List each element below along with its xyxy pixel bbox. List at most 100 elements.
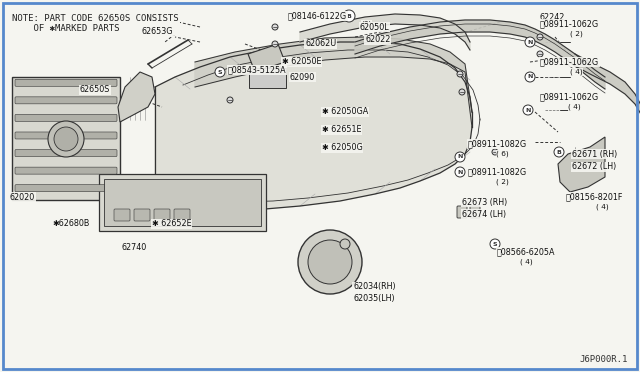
- Circle shape: [526, 73, 534, 81]
- Text: Ⓠ08566-6205A: Ⓠ08566-6205A: [497, 247, 556, 257]
- Polygon shape: [355, 20, 605, 89]
- FancyBboxPatch shape: [154, 209, 170, 221]
- Text: 62674 (LH): 62674 (LH): [462, 209, 506, 218]
- Polygon shape: [300, 14, 470, 50]
- Text: S: S: [218, 70, 222, 74]
- Text: 62020: 62020: [10, 192, 35, 202]
- Circle shape: [215, 67, 225, 77]
- Text: 62062U: 62062U: [305, 39, 336, 48]
- Circle shape: [554, 147, 564, 157]
- FancyBboxPatch shape: [15, 132, 117, 139]
- FancyBboxPatch shape: [174, 209, 190, 221]
- Text: ( 2): ( 2): [570, 31, 583, 37]
- Text: N: N: [458, 154, 463, 160]
- Text: ( 4): ( 4): [596, 204, 609, 210]
- Circle shape: [272, 41, 278, 47]
- Circle shape: [490, 239, 500, 249]
- Text: 62035(LH): 62035(LH): [353, 295, 395, 304]
- Polygon shape: [248, 44, 285, 72]
- Text: Ⓡ08911-1082G: Ⓡ08911-1082G: [468, 140, 527, 148]
- FancyBboxPatch shape: [470, 206, 480, 218]
- Text: ✱ 62050GA: ✱ 62050GA: [322, 108, 368, 116]
- Text: ✱ 62050G: ✱ 62050G: [322, 144, 363, 153]
- Circle shape: [523, 105, 533, 115]
- Circle shape: [340, 239, 350, 249]
- Polygon shape: [118, 72, 155, 122]
- Text: (3): (3): [361, 21, 371, 27]
- Text: Ⓡ08911-1062G: Ⓡ08911-1062G: [540, 19, 599, 29]
- Text: 62740: 62740: [122, 244, 147, 253]
- Circle shape: [455, 167, 465, 177]
- Text: 62050L: 62050L: [360, 22, 390, 32]
- Polygon shape: [195, 37, 472, 127]
- Text: ( 4): ( 4): [570, 69, 583, 75]
- Text: ( 2): ( 2): [496, 179, 509, 185]
- Circle shape: [54, 127, 78, 151]
- Circle shape: [216, 68, 224, 76]
- Text: 62671 (RH): 62671 (RH): [572, 150, 617, 158]
- FancyBboxPatch shape: [99, 174, 266, 231]
- Text: ( 4): ( 4): [568, 104, 580, 110]
- Circle shape: [305, 39, 311, 45]
- Circle shape: [537, 51, 543, 57]
- Text: NOTE: PART CODE 62650S CONSISTS
    OF ✱MARKED PARTS: NOTE: PART CODE 62650S CONSISTS OF ✱MARK…: [12, 14, 179, 33]
- Polygon shape: [558, 137, 605, 192]
- FancyBboxPatch shape: [457, 206, 467, 218]
- Text: S: S: [493, 241, 497, 247]
- Circle shape: [457, 71, 463, 77]
- Text: ✱ 62652E: ✱ 62652E: [152, 219, 191, 228]
- FancyBboxPatch shape: [104, 179, 261, 226]
- Circle shape: [525, 37, 535, 47]
- Text: N: N: [527, 74, 532, 80]
- Circle shape: [524, 106, 532, 114]
- Text: 62090: 62090: [290, 73, 316, 81]
- Text: 62650S: 62650S: [80, 86, 110, 94]
- FancyBboxPatch shape: [15, 167, 117, 174]
- Polygon shape: [155, 42, 472, 210]
- Text: Ⓡ08911-1062G: Ⓡ08911-1062G: [540, 93, 599, 102]
- Text: ( 6): ( 6): [496, 151, 509, 157]
- FancyBboxPatch shape: [15, 150, 117, 157]
- Circle shape: [492, 149, 498, 155]
- FancyBboxPatch shape: [12, 77, 120, 200]
- Text: ✱ 62050E: ✱ 62050E: [282, 58, 321, 67]
- Text: N: N: [458, 170, 463, 174]
- Text: ( 4): ( 4): [520, 259, 532, 265]
- Text: J6P000R.1: J6P000R.1: [580, 355, 628, 364]
- Text: Ⓓ08146-6122G: Ⓓ08146-6122G: [288, 12, 347, 20]
- FancyBboxPatch shape: [15, 79, 117, 86]
- FancyBboxPatch shape: [249, 68, 286, 88]
- FancyBboxPatch shape: [134, 209, 150, 221]
- Text: Ⓡ08911-1062G: Ⓡ08911-1062G: [540, 58, 599, 67]
- Text: B: B: [557, 150, 561, 154]
- FancyBboxPatch shape: [15, 185, 117, 192]
- Circle shape: [526, 38, 534, 46]
- Text: B: B: [347, 13, 351, 19]
- Text: N: N: [525, 108, 531, 112]
- Circle shape: [343, 10, 355, 22]
- Circle shape: [525, 72, 535, 82]
- Text: ✱ 62651E: ✱ 62651E: [322, 125, 362, 135]
- Circle shape: [298, 230, 362, 294]
- Text: 62653G: 62653G: [142, 28, 173, 36]
- Circle shape: [459, 89, 465, 95]
- Circle shape: [227, 97, 233, 103]
- Text: Ⓠ08543-5125A: Ⓠ08543-5125A: [228, 65, 287, 74]
- Text: N: N: [527, 39, 532, 45]
- Text: Ⓒ08156-8201F: Ⓒ08156-8201F: [566, 192, 623, 202]
- Text: 62672 (LH): 62672 (LH): [572, 163, 616, 171]
- Circle shape: [455, 152, 465, 162]
- Circle shape: [308, 240, 352, 284]
- Circle shape: [537, 34, 543, 40]
- Text: 62242: 62242: [540, 13, 565, 22]
- Text: Ⓡ08911-1082G: Ⓡ08911-1082G: [468, 167, 527, 176]
- Circle shape: [48, 121, 84, 157]
- Text: ✱62680B: ✱62680B: [52, 219, 90, 228]
- Text: 62034(RH): 62034(RH): [353, 282, 396, 292]
- FancyBboxPatch shape: [15, 97, 117, 104]
- FancyBboxPatch shape: [15, 115, 117, 121]
- Text: 62673 (RH): 62673 (RH): [462, 198, 508, 206]
- Polygon shape: [575, 54, 640, 144]
- FancyBboxPatch shape: [114, 209, 130, 221]
- Text: 62022: 62022: [365, 35, 390, 45]
